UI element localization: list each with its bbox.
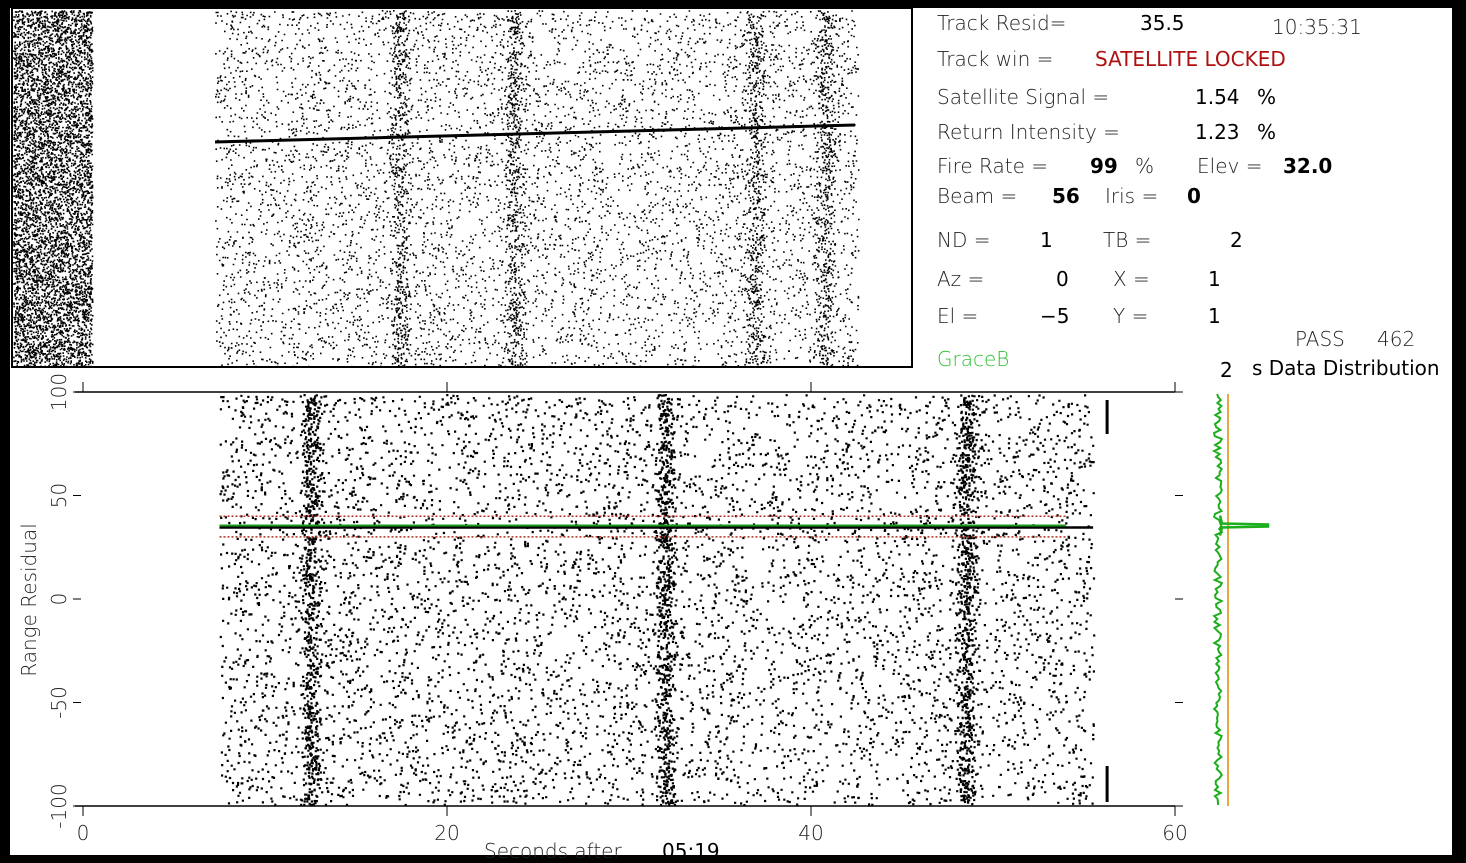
value: 0 [1056,267,1069,291]
x-axis-label: Seconds after [484,839,622,863]
unit: % [1135,154,1154,178]
value: 2 [1220,358,1233,382]
value: 2 [1230,228,1243,252]
label: ND = [937,228,990,252]
x-tick-label: 20 [434,821,459,845]
label: X = [1113,267,1150,291]
value: 56 [1052,184,1080,208]
page: 0204060100500-50-100 Track Resid= 35.5 1… [0,0,1466,863]
label: Return Intensity = [937,120,1120,144]
time: 05:19 [662,839,720,863]
label: TB = [1103,228,1151,252]
y-tick-label: 0 [47,593,71,606]
label: El = [937,304,978,328]
y-tick-label: -100 [47,783,71,828]
value: 35.5 [1140,11,1185,35]
label: Elev = [1197,154,1262,178]
label: Track Resid= [937,11,1066,35]
label: Track win = [937,47,1053,71]
value: SATELLITE LOCKED [1095,47,1286,71]
value: 1 [1208,304,1221,328]
value: 0 [1187,184,1201,208]
clock: 10:35:31 [1272,15,1362,39]
label: Az = [937,267,984,291]
label: Iris = [1105,184,1158,208]
unit: % [1257,85,1276,109]
value: 1 [1208,267,1221,291]
value: 462 [1377,327,1415,351]
y-tick-label: 50 [47,483,71,508]
screen: 0204060100500-50-100 Track Resid= 35.5 1… [0,0,1466,863]
value: 99 [1090,154,1118,178]
label: Satellite Signal = [937,85,1109,109]
label: Beam = [937,184,1017,208]
x-tick-label: 40 [798,821,823,845]
range-gate-panel [12,8,912,367]
label: Y = [1113,304,1148,328]
value: 1 [1040,228,1053,252]
y-axis-label: Range Residual [17,523,41,677]
x-tick-label: 0 [77,821,90,845]
label: s Data Distribution [1252,356,1440,380]
y-tick-label: -50 [47,686,71,719]
x-tick-label: 60 [1162,821,1187,845]
value: 1.54 [1195,85,1240,109]
satellite-name: GraceB [937,347,1009,371]
label: PASS [1295,327,1345,351]
value: 32.0 [1283,154,1332,178]
value: 1.23 [1195,120,1240,144]
label: Fire Rate = [937,154,1048,178]
unit: % [1257,120,1276,144]
y-tick-label: 100 [47,373,71,411]
value: −5 [1040,304,1069,328]
